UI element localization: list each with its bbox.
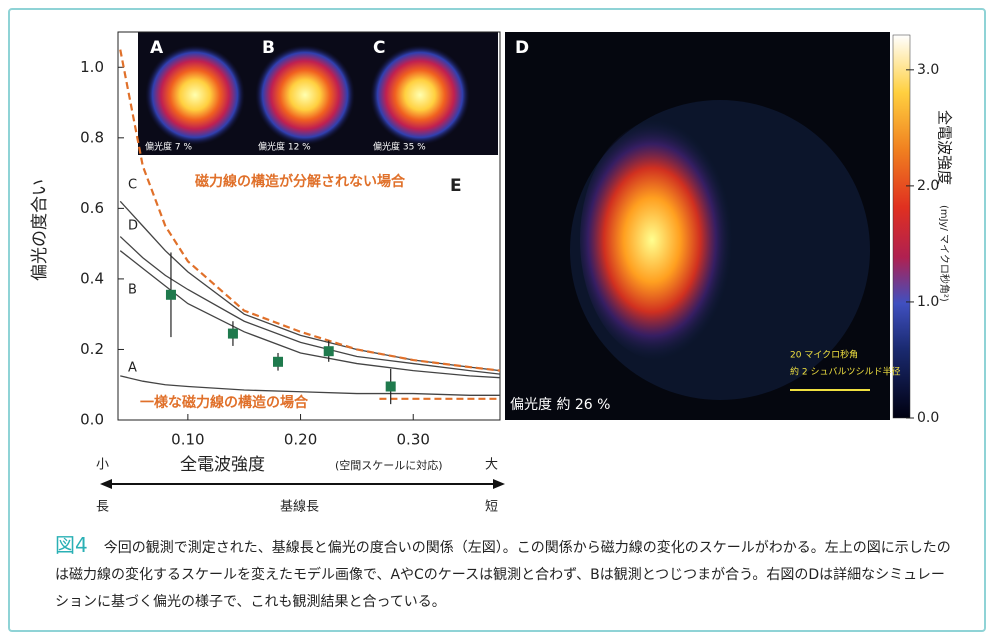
y-axis-label: 偏光の度合い <box>30 179 50 281</box>
series-label: D <box>128 219 138 234</box>
series-label: 一様な磁力線の構造の場合 <box>140 394 309 411</box>
inset-polarization: 偏光度 7 % <box>145 141 192 153</box>
data-point <box>324 346 334 356</box>
x-axis-note: (空間スケールに対応) <box>335 458 443 472</box>
x-end: 大 <box>485 458 498 473</box>
data-point <box>166 290 176 300</box>
figure-number: 図4 <box>55 533 88 557</box>
data-point <box>228 329 238 339</box>
baseline-end: 短 <box>485 500 498 515</box>
figure: D 偏光度 約 26 % 20 マイクロ秒角 約 2 シュバルツシルド半径 全電… <box>0 0 997 530</box>
inset-polarization: 偏光度 35 % <box>373 141 426 153</box>
y-tick-label: 0.2 <box>80 340 104 358</box>
inset-blob <box>255 45 355 145</box>
colorbar <box>893 35 910 418</box>
data-point <box>273 357 283 367</box>
series-line <box>120 376 500 395</box>
data-point <box>386 381 396 391</box>
colorbar-tick-label: 1.0 <box>917 294 939 310</box>
colorbar-label: 全電波強度 <box>936 110 954 185</box>
inset-polarization: 偏光度 12 % <box>258 141 311 153</box>
inset-blob <box>145 45 245 145</box>
series-label: B <box>128 283 137 298</box>
x-tick-label: 0.30 <box>397 431 430 449</box>
y-tick-label: 0.8 <box>80 128 104 146</box>
colorbar-tick-label: 3.0 <box>917 62 939 78</box>
x-axis-label: 全電波強度 <box>180 455 265 475</box>
y-tick-label: 0.6 <box>80 199 104 217</box>
inset-blob <box>370 45 470 145</box>
y-tick-label: 0.4 <box>80 269 104 287</box>
x-tick-label: 0.10 <box>171 431 204 449</box>
series-label: A <box>128 361 137 376</box>
panel-label: E <box>450 176 462 196</box>
series-label: C <box>128 178 137 193</box>
panel-label: D <box>515 38 529 58</box>
inset-label: C <box>373 38 385 58</box>
x-end: 小 <box>96 458 109 473</box>
series-label: 磁力線の構造が分解されない場合 <box>195 173 406 190</box>
caption-text: 今回の観測で測定された、基線長と偏光の度合いの関係（左図）。この関係から磁力線の… <box>55 540 951 610</box>
y-tick-label: 1.0 <box>80 58 104 76</box>
series-line <box>120 237 500 375</box>
x-tick-label: 0.20 <box>284 431 317 449</box>
baseline-label: 基線長 <box>280 499 319 515</box>
scale-text: 20 マイクロ秒角 <box>790 349 858 361</box>
page: D 偏光度 約 26 % 20 マイクロ秒角 約 2 シュバルツシルド半径 全電… <box>0 0 997 644</box>
scale-text: 約 2 シュバルツシルド半径 <box>790 366 900 378</box>
colorbar-tick-label: 2.0 <box>917 178 939 194</box>
y-tick-label: 0.0 <box>80 411 104 429</box>
inset-label: A <box>150 38 164 58</box>
annotation: 偏光度 約 26 % <box>510 397 610 413</box>
baseline-end: 長 <box>96 500 109 515</box>
bright-region <box>580 120 740 360</box>
inset-label: B <box>262 38 275 58</box>
colorbar-tick-label: 0.0 <box>917 410 939 426</box>
series-line <box>120 251 500 378</box>
colorbar-unit: (mJy/ マイクロ秒角²) <box>938 205 951 302</box>
